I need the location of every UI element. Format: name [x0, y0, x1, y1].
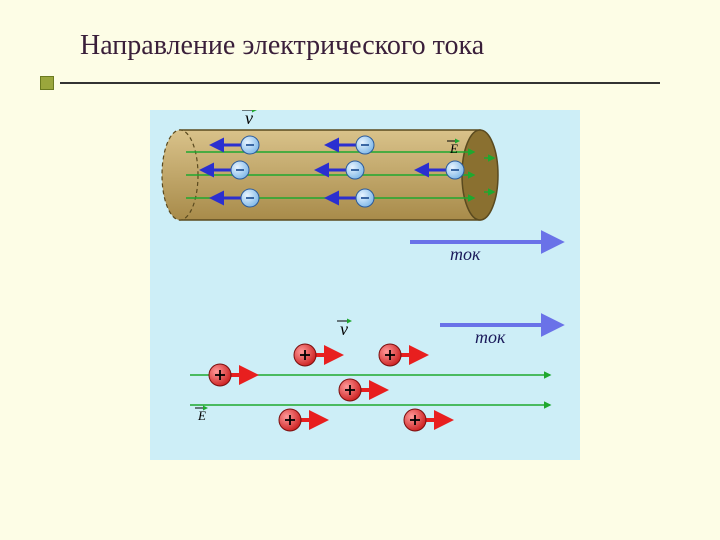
svg-text:ток: ток — [475, 327, 506, 347]
physics-diagram: v Eток v Eток — [150, 110, 580, 460]
svg-text:E: E — [197, 408, 206, 423]
title-underline — [60, 82, 660, 84]
diagram-panel: v Eток v Eток — [150, 110, 580, 460]
svg-text:E: E — [449, 141, 458, 156]
slide-title: Направление электрического тока — [80, 30, 484, 62]
svg-text:v: v — [245, 110, 253, 128]
title-bullet — [40, 76, 54, 90]
svg-text:v: v — [340, 319, 348, 339]
svg-text:ток: ток — [450, 244, 481, 264]
